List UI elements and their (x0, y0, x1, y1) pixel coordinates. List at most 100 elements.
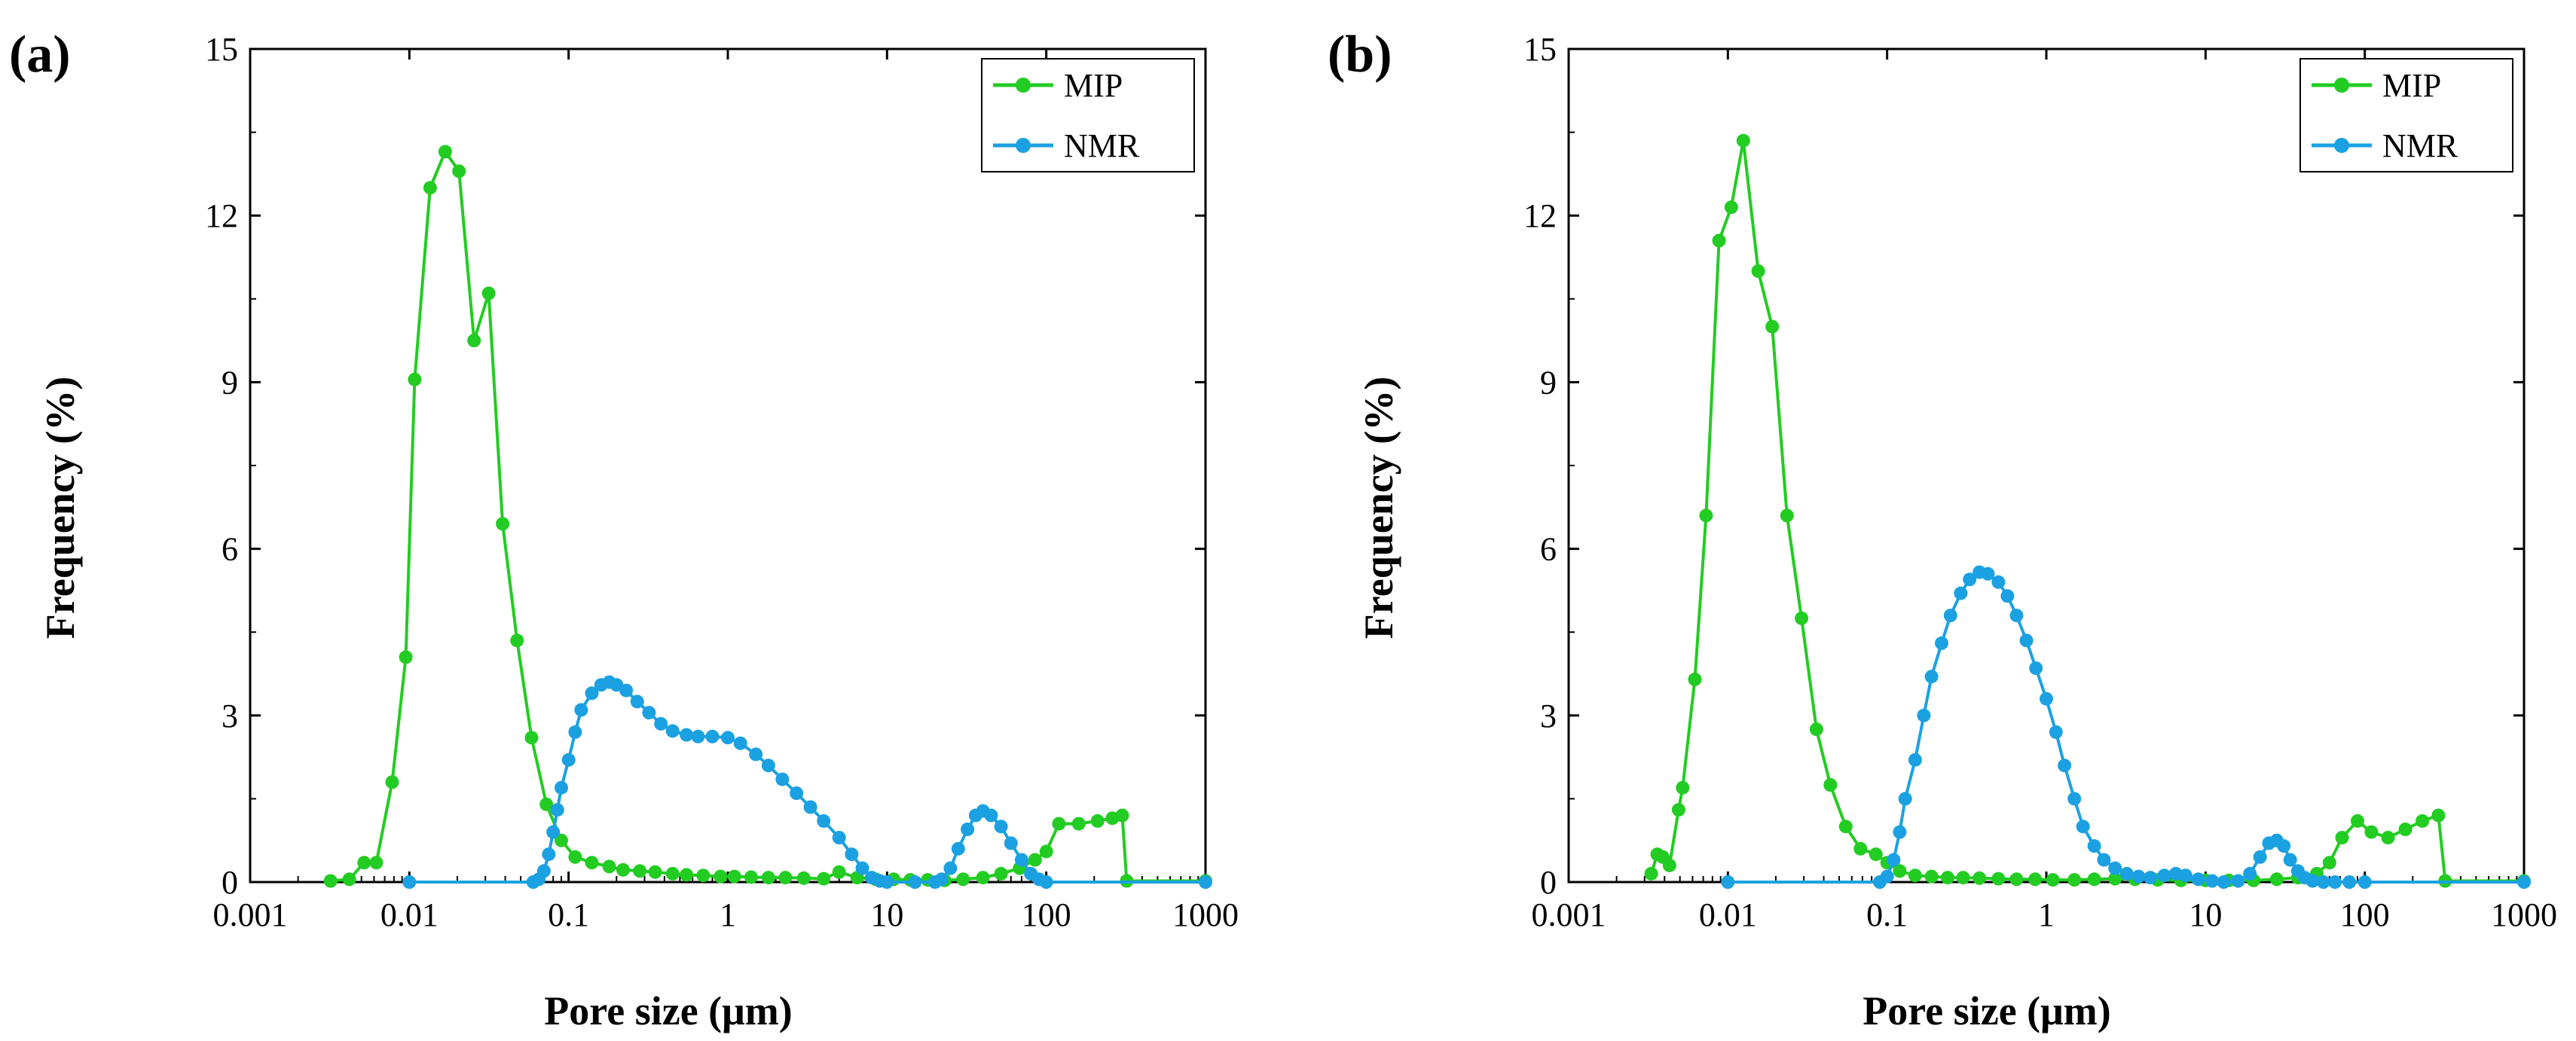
data-point-nmr (2328, 875, 2342, 889)
data-point-nmr (1908, 753, 1922, 767)
y-tick-label: 6 (222, 531, 238, 568)
data-point-nmr (619, 683, 634, 698)
data-point-nmr (984, 808, 998, 823)
data-point-nmr (2029, 661, 2043, 676)
data-point-mip (2067, 873, 2082, 887)
data-point-mip (1052, 817, 1066, 831)
data-point-nmr (1924, 670, 1939, 684)
data-point-mip (1956, 871, 1970, 885)
plot-area: 0.001 0.01 0.1 1 10 100 1000 0 3 6 9 12 15 (1523, 31, 2557, 933)
y-tick-label: 3 (1540, 698, 1557, 734)
data-point-nmr (2191, 872, 2205, 887)
data-point-nmr (721, 731, 735, 745)
data-point-nmr (2108, 861, 2122, 875)
data-point-mip (1724, 200, 1738, 215)
data-point-mip (568, 850, 582, 864)
chart-panel-a: (a) Frequency (%) Pore size (μm) MIP NMR… (9, 26, 1239, 1033)
data-point-mip (423, 181, 437, 195)
legend: MIP NMR (981, 58, 1195, 172)
data-point-nmr (2058, 759, 2072, 773)
legend-label-mip: MIP (2382, 67, 2441, 104)
data-point-nmr (994, 820, 1008, 834)
data-point-nmr (961, 823, 975, 836)
data-point-nmr (654, 716, 668, 731)
x-tick-label: 0.001 (1532, 896, 1606, 933)
y-tick-label: 0 (1540, 864, 1557, 901)
data-point-nmr (1898, 792, 1912, 806)
data-point-nmr (1721, 875, 1735, 889)
x-tick-label: 0.01 (380, 896, 439, 933)
data-point-nmr (749, 747, 763, 762)
data-point-nmr (1880, 869, 1894, 884)
legend-label-nmr: NMR (2382, 127, 2458, 164)
data-point-nmr (943, 861, 958, 875)
data-point-mip (2087, 872, 2101, 887)
data-point-mip (1991, 872, 2006, 886)
data-point-nmr (2517, 875, 2531, 889)
data-point-mip (1115, 808, 1129, 823)
y-tick-label: 12 (205, 197, 238, 234)
data-point-nmr (2306, 874, 2320, 888)
data-point-mip (727, 869, 741, 884)
data-point-mip (744, 870, 758, 884)
data-point-mip (2009, 872, 2024, 887)
data-point-nmr (1004, 836, 1018, 850)
legend-box (2299, 58, 2513, 172)
data-point-mip (524, 731, 539, 745)
chart-panel-b: (b) Frequency (%) Pore size (μm) MIP NMR… (1328, 26, 2557, 1033)
data-point-mip (1736, 133, 1750, 148)
data-point-mip (714, 869, 728, 884)
data-point-mip (2269, 872, 2284, 887)
data-point-mip (2416, 814, 2430, 828)
data-point-mip (357, 856, 371, 870)
series-line-nmr (1728, 570, 2524, 884)
data-point-nmr (1887, 853, 1901, 867)
data-point-nmr (1954, 586, 1968, 600)
y-axis-title: Frequency (%) (1356, 377, 1401, 639)
data-point-mip (496, 517, 510, 531)
data-point-nmr (2067, 792, 2082, 806)
data-point-nmr (2277, 839, 2291, 853)
data-point-mip (2335, 831, 2349, 844)
x-tick-label: 1 (720, 896, 736, 933)
legend-marker-mip (2334, 78, 2349, 93)
data-point-mip (680, 868, 694, 882)
data-point-nmr (546, 825, 561, 839)
data-point-nmr (555, 780, 568, 795)
data-point-nmr (2049, 725, 2063, 739)
data-point-nmr (550, 803, 564, 817)
data-point-mip (323, 874, 338, 888)
data-point-nmr (1199, 875, 1212, 889)
data-point-mip (438, 145, 452, 159)
x-tick-label: 0.001 (213, 896, 288, 933)
data-point-nmr (855, 861, 869, 875)
data-point-mip (1780, 508, 1794, 523)
x-tick-label: 1000 (2491, 896, 2557, 933)
data-point-mip (2046, 873, 2060, 887)
data-point-nmr (2243, 866, 2257, 881)
panel-label: (b) (1328, 26, 1392, 84)
legend: MIP NMR (2299, 58, 2513, 172)
data-point-nmr (803, 800, 817, 814)
y-tick-label: 6 (1540, 531, 1557, 568)
data-point-mip (1809, 722, 1823, 737)
x-axis-title: Pore size (μm) (1862, 988, 2110, 1033)
data-point-nmr (561, 753, 576, 767)
data-point-nmr (568, 725, 582, 739)
data-point-nmr (630, 695, 644, 709)
data-point-mip (1699, 508, 1713, 523)
data-point-mip (648, 865, 662, 879)
data-point-mip (369, 856, 383, 870)
data-point-nmr (2144, 871, 2157, 885)
data-point-mip (665, 866, 680, 881)
data-point-nmr (2316, 875, 2330, 889)
data-point-mip (481, 286, 496, 301)
data-point-nmr (1981, 566, 1995, 581)
y-tick-label: 9 (222, 364, 238, 401)
data-point-mip (633, 864, 647, 878)
data-point-nmr (2000, 589, 2015, 603)
data-point-nmr (832, 831, 846, 844)
legend-label-mip: MIP (1064, 67, 1123, 104)
data-point-nmr (1917, 708, 1931, 722)
data-point-mip (761, 871, 775, 885)
